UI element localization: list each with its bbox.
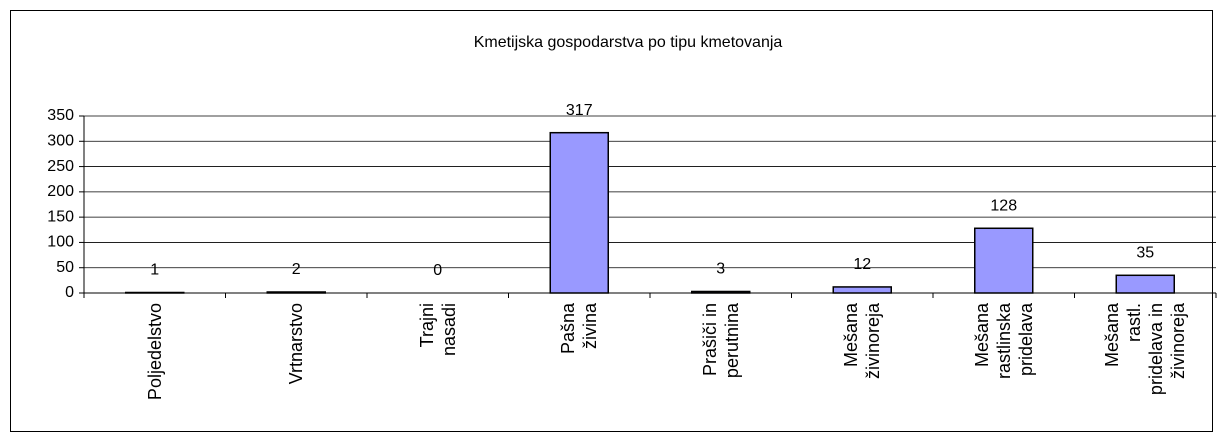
data-label: 2 bbox=[292, 261, 301, 278]
bar bbox=[691, 290, 751, 294]
data-label: 3 bbox=[716, 261, 725, 278]
x-tick-label: Prašiči in perutnina bbox=[699, 303, 742, 379]
chart-border bbox=[10, 10, 1213, 432]
x-tick-label: Pašna živina bbox=[558, 303, 601, 355]
bar bbox=[549, 131, 609, 294]
bar bbox=[125, 291, 185, 294]
y-tick-label: 100 bbox=[47, 234, 74, 251]
y-tick-label: 0 bbox=[65, 284, 74, 301]
x-tick-label: Mešana živinoreja bbox=[841, 303, 884, 380]
data-label: 317 bbox=[566, 102, 593, 119]
bar bbox=[266, 291, 326, 294]
y-tick-label: 50 bbox=[56, 259, 74, 276]
x-tick-label: Vrtnarstvo bbox=[286, 303, 307, 385]
x-tick-label: Mešana rastlinska pridelava bbox=[971, 303, 1036, 380]
x-tick-label: Poljedelstvo bbox=[144, 303, 165, 401]
data-label: 12 bbox=[853, 256, 871, 273]
data-label: 128 bbox=[990, 197, 1017, 214]
data-label: 1 bbox=[150, 262, 159, 279]
data-label: 35 bbox=[1136, 245, 1154, 262]
bar bbox=[1115, 274, 1175, 294]
chart-title: Kmetijska gospodarstva po tipu kmetovanj… bbox=[474, 34, 783, 51]
y-tick-label: 150 bbox=[47, 208, 74, 225]
y-tick-label: 200 bbox=[47, 183, 74, 200]
y-tick-label: 300 bbox=[47, 133, 74, 150]
x-tick-label: Mešana rastl. pridelava in živinoreja bbox=[1102, 303, 1189, 396]
bar bbox=[974, 227, 1034, 294]
y-tick-label: 250 bbox=[47, 158, 74, 175]
x-tick-label: Trajni nasadi bbox=[416, 303, 459, 357]
data-label: 0 bbox=[433, 262, 442, 279]
bar bbox=[832, 286, 892, 294]
y-tick-label: 350 bbox=[47, 107, 74, 124]
